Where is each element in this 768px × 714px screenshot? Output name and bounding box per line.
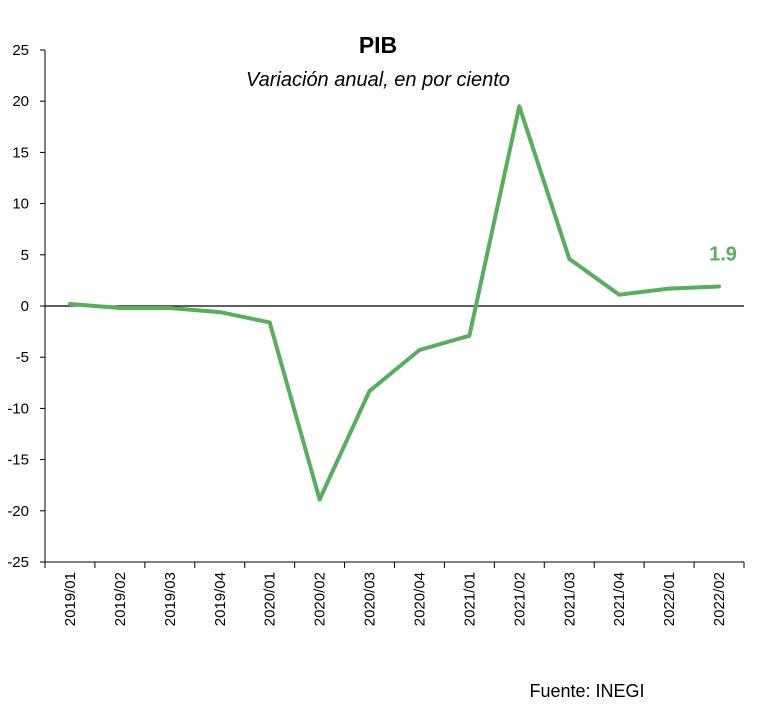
- chart-source: Fuente: INEGI: [529, 681, 644, 701]
- y-tick-label: 25: [12, 42, 29, 59]
- chart-title: PIB: [359, 32, 397, 58]
- x-tick-label: 2020/02: [312, 572, 329, 626]
- y-tick-label: 10: [12, 196, 29, 213]
- y-tick-label: -25: [7, 554, 29, 571]
- x-tick-label: 2019/02: [112, 572, 129, 626]
- x-tick-label: 2021/01: [461, 572, 478, 626]
- x-tick-label: 2021/03: [561, 572, 578, 626]
- series-line: [68, 104, 721, 502]
- y-tick-label: -15: [7, 452, 29, 469]
- y-tick-label: 15: [12, 144, 29, 161]
- x-tick-label: 2021/04: [611, 572, 628, 626]
- x-tick-label: 2021/02: [511, 572, 528, 626]
- x-tick-label: 2020/01: [262, 572, 279, 626]
- y-tick-label: 20: [12, 93, 29, 110]
- y-tick-label: 0: [21, 298, 29, 315]
- chart-subtitle: Variación anual, en por ciento: [246, 69, 510, 91]
- data-label-last: 1.9: [709, 244, 737, 266]
- y-tick-label: 5: [21, 247, 29, 264]
- y-tick-label: -10: [7, 400, 29, 417]
- x-tick-label: 2019/04: [212, 572, 229, 626]
- x-tick-label: 2019/01: [62, 572, 79, 626]
- y-tick-label: -5: [16, 349, 29, 366]
- x-tick-label: 2020/04: [411, 572, 428, 626]
- x-tick-label: 2022/02: [711, 572, 728, 626]
- x-tick-label: 2022/01: [661, 572, 678, 626]
- x-tick-label: 2020/03: [362, 572, 379, 626]
- y-tick-label: -20: [7, 503, 29, 520]
- x-tick-label: 2019/03: [162, 572, 179, 626]
